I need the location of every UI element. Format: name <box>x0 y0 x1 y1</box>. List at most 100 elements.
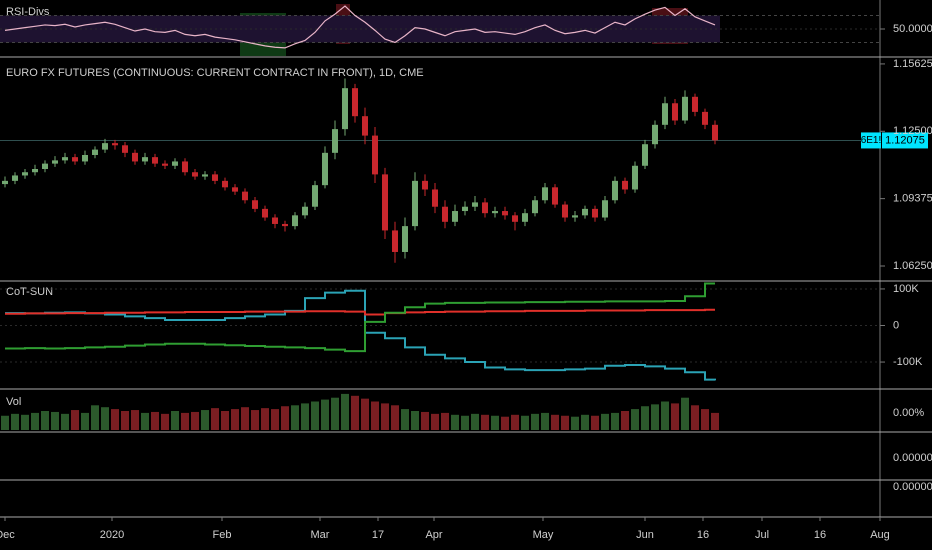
volume-bar <box>541 412 549 430</box>
candle-body <box>702 111 708 125</box>
y-tick-label: 1.06250 <box>893 260 932 272</box>
x-tick-label: 17 <box>372 529 384 541</box>
volume-bar <box>671 403 679 430</box>
candle-body <box>462 206 468 212</box>
candle-body <box>622 180 628 190</box>
candle-body <box>332 129 338 153</box>
candle-body <box>222 180 228 188</box>
candle-body <box>12 175 18 181</box>
candle-body <box>562 204 568 218</box>
volume-bar <box>261 408 269 430</box>
volume-bar <box>441 412 449 430</box>
scale-label: 0.00000 <box>893 452 932 464</box>
candle-body <box>62 157 68 161</box>
candle-body <box>102 143 108 150</box>
volume-bar <box>471 413 479 430</box>
candle-body <box>112 143 118 146</box>
candle-body <box>152 157 158 164</box>
volume-bar <box>81 412 89 430</box>
volume-bar <box>421 411 429 430</box>
x-tick-label: Jun <box>636 529 654 541</box>
candle-body <box>612 180 618 201</box>
volume-bar <box>481 414 489 430</box>
x-tick-label: Jul <box>755 529 769 541</box>
x-tick-label: Aug <box>870 529 890 541</box>
candle-body <box>312 185 318 207</box>
candle-body <box>132 152 138 162</box>
y-tick-label: 1.09375 <box>893 193 932 205</box>
volume-bar <box>601 413 609 430</box>
volume-bar <box>431 413 439 430</box>
volume-bar <box>141 412 149 430</box>
x-tick-label: 16 <box>814 529 826 541</box>
volume-bar <box>311 401 319 430</box>
pane-title: EURO FX FUTURES (CONTINUOUS: CURRENT CON… <box>6 67 424 79</box>
candle-body <box>122 145 128 153</box>
volume-bar <box>271 409 279 430</box>
candle-body <box>592 208 598 218</box>
scale-label: 0.00000 <box>893 481 932 493</box>
volume-bar <box>371 401 379 430</box>
volume-bar <box>581 414 589 430</box>
candle-body <box>252 200 258 209</box>
candle-body <box>532 200 538 214</box>
volume-bar <box>691 405 699 430</box>
candle-body <box>522 213 528 222</box>
candle-body <box>452 211 458 222</box>
volume-bar <box>661 401 669 430</box>
candle-body <box>642 144 648 166</box>
volume-bar <box>361 398 369 430</box>
candle-body <box>292 215 298 227</box>
candle-body <box>442 206 448 222</box>
volume-bar <box>571 416 579 430</box>
candle-body <box>352 88 358 117</box>
volume-bar <box>281 406 289 430</box>
candle-body <box>412 180 418 227</box>
volume-bar <box>151 411 159 430</box>
volume-bar <box>291 405 299 430</box>
cot-line <box>5 289 716 381</box>
symbol: 6E1! <box>861 135 882 146</box>
volume-bar <box>171 411 179 430</box>
volume-bar <box>181 412 189 430</box>
volume-bar <box>451 414 459 430</box>
volume-bar <box>501 416 509 430</box>
candle-body <box>392 230 398 252</box>
volume-bar <box>381 403 389 430</box>
y-tick-label: 100K <box>893 283 919 295</box>
volume-bar <box>71 410 79 430</box>
candle-body <box>172 161 178 166</box>
candle-body <box>322 152 328 186</box>
last-price-label: 1.12075 <box>885 134 925 146</box>
x-tick-label: 16 <box>697 529 709 541</box>
volume-bar <box>31 412 39 430</box>
volume-bar <box>11 413 19 430</box>
candle-body <box>672 103 678 121</box>
candle-body <box>472 202 478 207</box>
volume-bar <box>641 406 649 430</box>
candle-body <box>232 187 238 192</box>
x-tick-label: Apr <box>425 529 442 541</box>
volume-bar <box>101 407 109 430</box>
volume-bar <box>1 415 9 430</box>
candle-body <box>402 226 408 252</box>
volume-bar <box>221 411 229 430</box>
rsi-line <box>4 5 716 49</box>
candle-body <box>272 217 278 224</box>
volume-bar <box>61 413 69 430</box>
volume-bar <box>231 409 239 430</box>
candle-body <box>242 191 248 201</box>
y-tick-label: -100K <box>893 356 923 368</box>
candle-body <box>212 174 218 181</box>
candle-body <box>342 88 348 130</box>
volume-bar <box>551 414 559 430</box>
volume-bar <box>211 408 219 430</box>
volume-bar <box>631 409 639 430</box>
candle-body <box>72 157 78 162</box>
candle-body <box>82 154 88 162</box>
cot-line <box>5 308 715 316</box>
candle-body <box>22 172 28 176</box>
volume-bar <box>41 411 49 430</box>
volume-bar <box>561 415 569 430</box>
